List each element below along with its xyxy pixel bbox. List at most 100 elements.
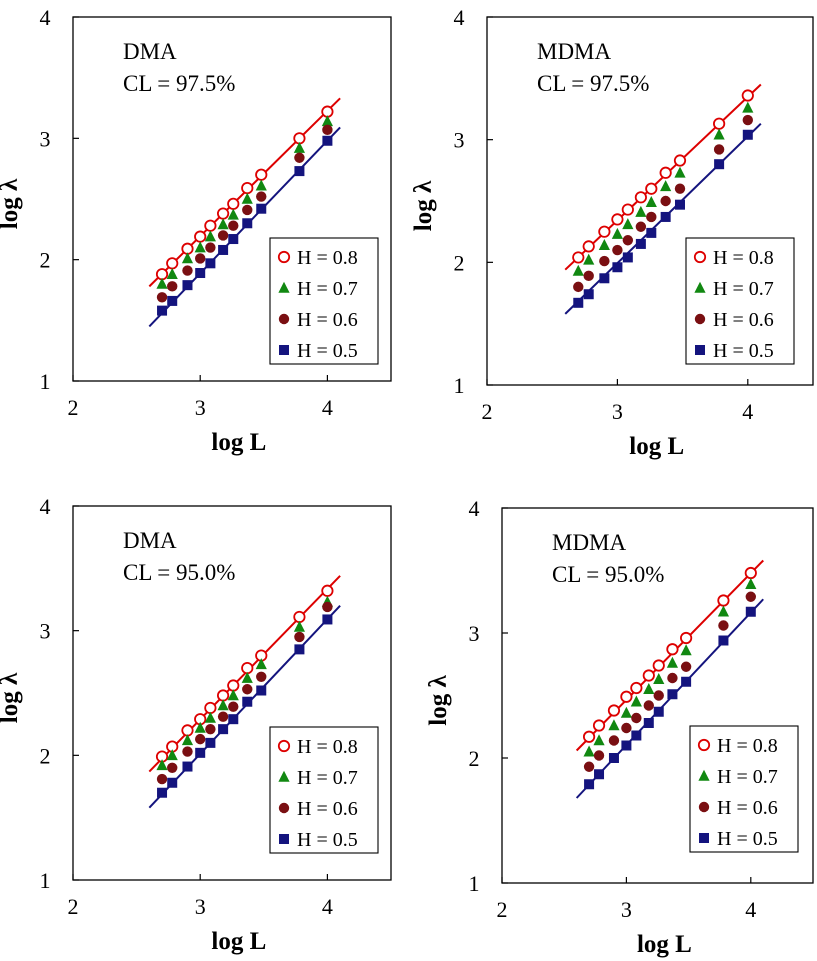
data-point: [673, 154, 687, 167]
y-tick-label: 2: [469, 746, 480, 771]
data-point: [611, 227, 623, 239]
data-point: [194, 241, 206, 253]
legend-marker: [278, 313, 290, 325]
data-point: [156, 277, 168, 289]
y-tick-label: 2: [40, 248, 51, 273]
data-point: [322, 135, 333, 146]
y-tick-label: 1: [454, 373, 465, 398]
data-point: [573, 297, 584, 308]
data-point: [181, 734, 194, 746]
data-point: [607, 704, 621, 717]
data-point: [256, 671, 267, 682]
data-point: [256, 685, 267, 696]
x-tick-label: 3: [612, 399, 623, 424]
y-axis-label: log λ: [0, 672, 23, 723]
data-point: [195, 747, 206, 758]
data-point: [181, 252, 194, 264]
data-point: [228, 234, 239, 245]
data-point: [599, 255, 610, 267]
x-tick-label: 2: [482, 399, 493, 424]
data-point: [631, 730, 642, 741]
data-point: [622, 218, 634, 230]
x-tick-label: 4: [742, 399, 753, 424]
data-point: [598, 238, 610, 250]
data-point: [674, 183, 686, 194]
data-point: [660, 180, 672, 192]
annotation-text: DMA: [123, 528, 177, 553]
legend-marker: [277, 250, 291, 264]
data-point: [599, 273, 610, 284]
data-point: [182, 761, 193, 772]
x-tick-label: 2: [68, 395, 79, 420]
data-point: [217, 218, 229, 230]
y-axis-label: log λ: [0, 178, 23, 229]
legend-label: H = 0.5: [297, 829, 358, 851]
legend-label: H = 0.7: [297, 767, 358, 789]
data-point: [228, 701, 239, 712]
series-h06: [156, 601, 333, 785]
data-point: [583, 745, 595, 757]
legend-marker: [698, 769, 710, 781]
legend-marker: [277, 739, 291, 753]
y-tick-label: 2: [454, 250, 465, 275]
data-point: [674, 166, 686, 178]
y-tick-label: 2: [40, 743, 51, 768]
y-tick-label: 3: [40, 126, 51, 151]
legend: H = 0.8 H = 0.7 H = 0.6 H = 0.5: [689, 725, 799, 853]
data-point: [228, 220, 239, 231]
data-point: [745, 578, 757, 590]
legend-marker: [694, 313, 706, 325]
data-point: [583, 289, 594, 300]
data-point: [742, 129, 753, 140]
legend-label: H = 0.8: [713, 247, 774, 269]
legend-label: H = 0.5: [713, 340, 774, 362]
data-point: [659, 166, 672, 179]
data-point: [718, 620, 729, 631]
data-point: [621, 740, 632, 751]
series-h06: [156, 124, 333, 303]
legend-label: H = 0.8: [717, 735, 778, 757]
data-point: [646, 227, 657, 238]
data-point: [242, 204, 253, 216]
x-tick-label: 2: [497, 897, 508, 922]
data-point: [653, 706, 664, 717]
data-point: [592, 719, 606, 732]
data-point: [582, 730, 596, 743]
data-point: [572, 264, 584, 276]
data-point: [195, 268, 206, 279]
data-point: [620, 690, 633, 703]
data-point: [713, 117, 726, 130]
legend-label: H = 0.8: [297, 736, 358, 758]
data-point: [717, 594, 730, 607]
plot-frame: [486, 16, 814, 386]
data-point: [744, 566, 757, 580]
y-tick-label: 4: [40, 494, 51, 519]
data-point: [631, 712, 642, 724]
data-point: [217, 711, 229, 722]
data-point: [608, 753, 619, 763]
x-tick-label: 4: [322, 395, 333, 420]
data-point: [166, 257, 179, 270]
legend-label: H = 0.5: [717, 828, 778, 850]
data-point: [622, 235, 634, 246]
data-point: [741, 89, 754, 102]
data-point: [611, 213, 624, 226]
data-point: [241, 671, 253, 683]
data-point: [216, 207, 230, 220]
data-point: [630, 695, 642, 707]
x-axis-label: log L: [629, 433, 684, 460]
data-point: [242, 218, 253, 229]
data-point: [256, 203, 267, 214]
data-point: [660, 195, 671, 207]
y-tick-label: 4: [40, 5, 51, 30]
series-h07: [572, 101, 754, 276]
data-point: [680, 631, 693, 645]
data-point: [635, 238, 646, 249]
data-point: [584, 779, 595, 790]
data-point: [680, 661, 692, 672]
data-point: [572, 251, 585, 264]
data-point: [713, 144, 725, 155]
legend-marker: [694, 281, 706, 293]
data-point: [322, 614, 333, 625]
